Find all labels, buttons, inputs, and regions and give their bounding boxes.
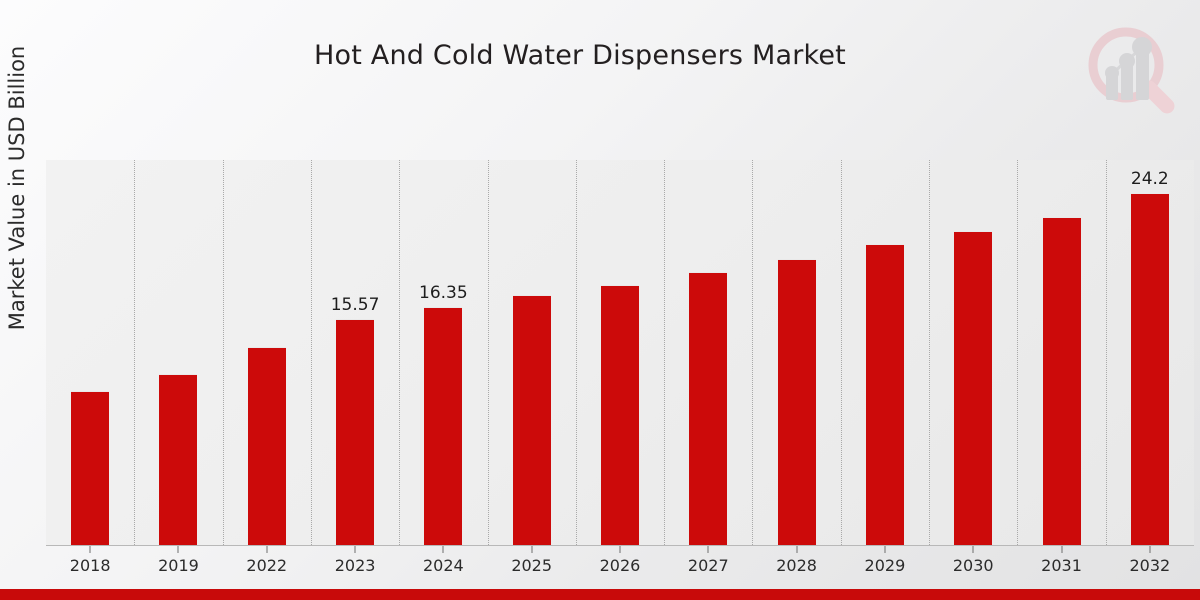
gridline xyxy=(222,160,224,545)
x-axis-tick-label: 2028 xyxy=(776,556,817,575)
x-axis-tick xyxy=(796,546,798,553)
bar[interactable] xyxy=(247,347,286,545)
x-axis-tick-label: 2031 xyxy=(1041,556,1082,575)
x-axis-tick-label: 2023 xyxy=(334,556,376,575)
x-axis-tick-label: 2032 xyxy=(1129,556,1171,575)
bar-value-label: 24.2 xyxy=(1130,169,1169,190)
x-axis-tick xyxy=(89,546,91,553)
bar-value-label: 15.57 xyxy=(330,294,380,315)
gridline xyxy=(752,160,754,545)
gridline xyxy=(575,160,577,545)
gridline xyxy=(664,160,666,545)
x-axis-tick xyxy=(354,546,356,553)
bar-group[interactable]: 15.57 2023 xyxy=(311,160,399,575)
x-axis-tick-label: 2022 xyxy=(246,556,288,575)
bar[interactable] xyxy=(512,295,551,545)
x-axis-tick xyxy=(266,546,268,553)
logo-icon xyxy=(1088,27,1175,114)
x-axis-tick xyxy=(442,546,444,553)
bar[interactable] xyxy=(689,271,728,545)
x-axis-tick-label: 2029 xyxy=(864,556,906,575)
footer-accent-strip xyxy=(0,589,1200,600)
gridline xyxy=(134,160,136,545)
gridline xyxy=(310,160,312,545)
bar-group[interactable]: 2031 xyxy=(1017,160,1105,575)
bar-group[interactable]: 2019 xyxy=(134,160,222,575)
y-axis-label: Market Value in USD Billion xyxy=(5,45,29,331)
bar[interactable] xyxy=(954,231,993,545)
bar-value-label: 16.35 xyxy=(419,283,468,304)
x-axis-tick-label: 2024 xyxy=(423,556,464,575)
bar[interactable] xyxy=(865,244,904,545)
x-axis-tick-label: 2025 xyxy=(511,556,553,575)
page-title: Hot And Cold Water Dispensers Market xyxy=(314,40,846,71)
bar-group[interactable]: 2022 xyxy=(223,160,311,575)
bar-group[interactable]: 2029 xyxy=(841,160,929,575)
x-axis-tick xyxy=(884,546,886,553)
bar[interactable] xyxy=(336,318,375,545)
x-axis-tick xyxy=(177,546,179,553)
gridline xyxy=(1105,160,1107,545)
gridline xyxy=(1017,160,1019,545)
bar-group[interactable]: 24.2 2032 xyxy=(1106,160,1194,575)
bar[interactable] xyxy=(1042,216,1081,545)
x-axis-tick-label: 2019 xyxy=(158,556,199,575)
x-axis-tick xyxy=(972,546,974,553)
bar-group[interactable]: 2026 xyxy=(576,160,664,575)
x-axis-tick xyxy=(531,546,533,553)
x-axis-tick xyxy=(1061,546,1063,553)
bar-group[interactable]: 2025 xyxy=(488,160,576,575)
x-axis-tick-label: 2030 xyxy=(952,556,994,575)
x-axis-tick xyxy=(619,546,621,553)
gridline xyxy=(840,160,842,545)
x-axis-tick-label: 2027 xyxy=(687,556,729,575)
bar[interactable] xyxy=(600,284,639,545)
x-axis-tick xyxy=(707,546,709,553)
bar[interactable] xyxy=(777,258,816,545)
x-axis-tick-label: 2026 xyxy=(599,556,641,575)
x-axis-tick-label: 2018 xyxy=(69,556,111,575)
magnifying-glass-bar-chart-logo xyxy=(1077,20,1185,120)
bar-group[interactable]: 2028 xyxy=(752,160,840,575)
gridline xyxy=(487,160,489,545)
bar[interactable] xyxy=(1130,193,1169,545)
bar[interactable] xyxy=(71,391,110,545)
bar[interactable] xyxy=(159,373,198,545)
plot-area: 2018 2019 2022 15.57 2023 16.35 2024 2025 2026 20… xyxy=(46,160,1194,575)
x-axis-tick xyxy=(1149,546,1151,553)
bar-group[interactable]: 2018 xyxy=(46,160,134,575)
bar-group[interactable]: 2027 xyxy=(664,160,752,575)
bar[interactable] xyxy=(424,307,463,545)
gridline xyxy=(399,160,401,545)
gridline xyxy=(929,160,931,545)
bar-group[interactable]: 16.35 2024 xyxy=(399,160,487,575)
bar-group[interactable]: 2030 xyxy=(929,160,1017,575)
